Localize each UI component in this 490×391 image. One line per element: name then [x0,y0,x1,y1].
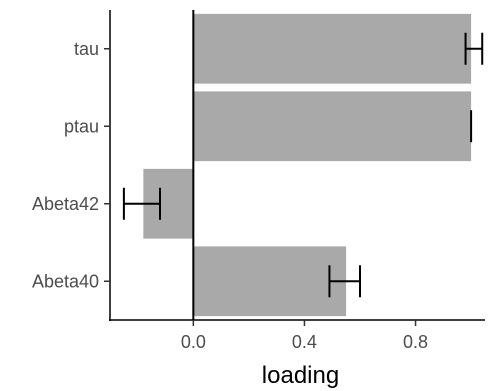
y-tick-label-abeta42: Abeta42 [32,194,99,214]
y-tick-label-tau: tau [74,39,99,59]
axes-layer [104,10,485,326]
x-tick-label-0: 0.0 [181,332,206,352]
error-bars-layer [122,32,484,298]
bars-layer [143,13,472,317]
y-tick-label-ptau: ptau [64,116,99,136]
bar-tau [193,13,472,84]
bar-ptau [193,91,472,162]
bar-abeta40 [193,246,347,317]
labels-layer: tau ptau Abeta42 Abeta40 0.0 0.4 0.8 [32,39,428,352]
x-tick-label-1: 0.4 [292,332,317,352]
x-axis-title: loading [262,362,339,389]
x-tick-label-2: 0.8 [403,332,428,352]
y-tick-label-abeta40: Abeta40 [32,271,99,291]
